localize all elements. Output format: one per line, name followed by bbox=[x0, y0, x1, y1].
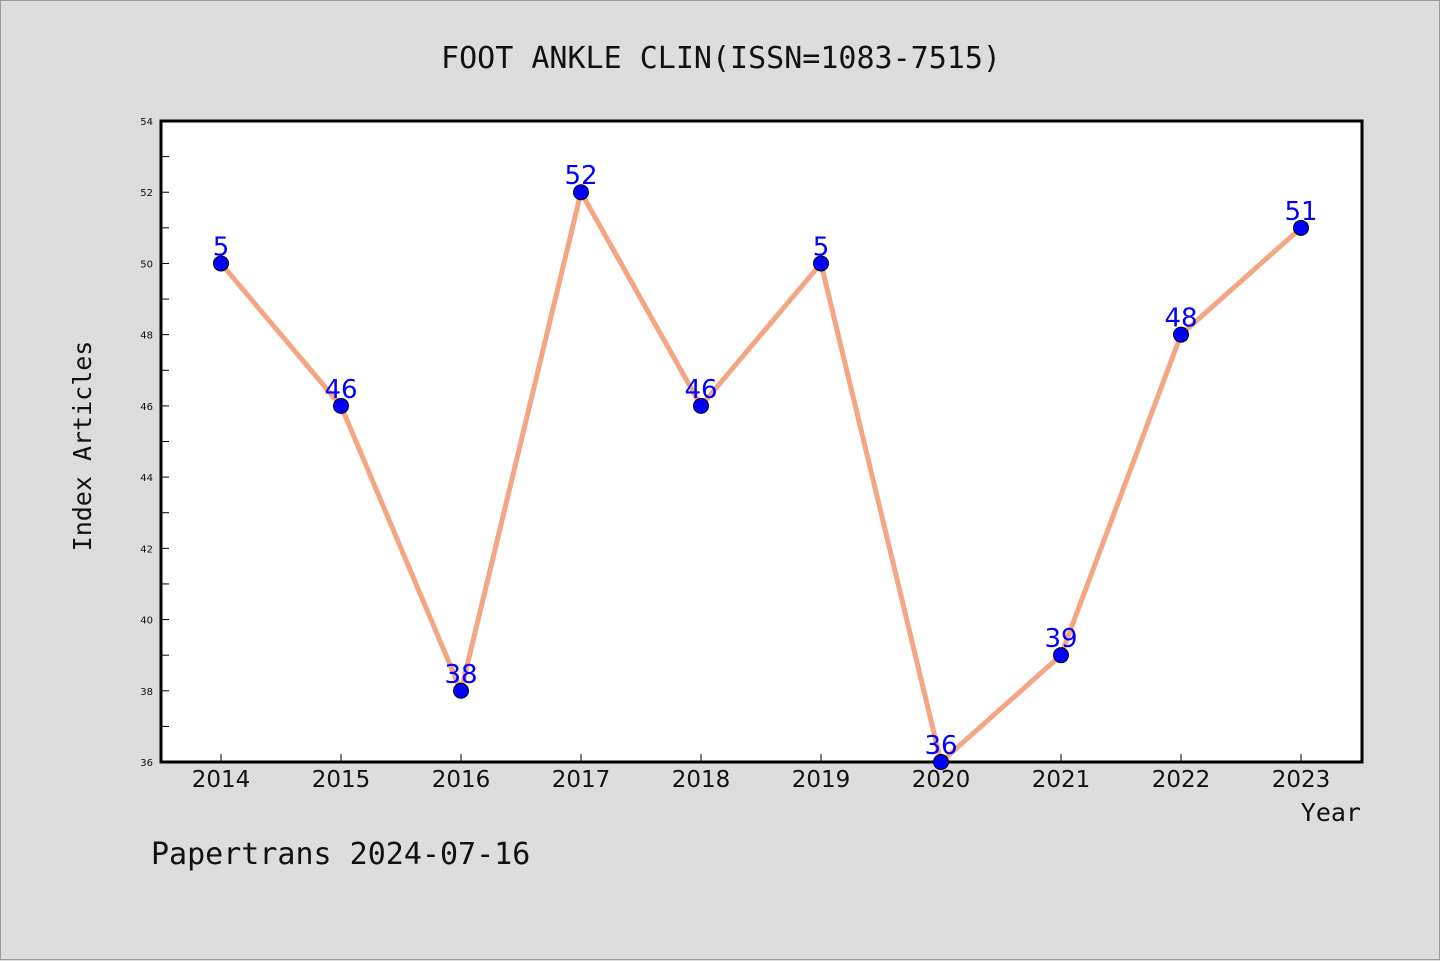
x-tick-label: 2015 bbox=[312, 767, 371, 793]
y-tick-label: 44 bbox=[140, 473, 153, 484]
x-tick-label: 2021 bbox=[1032, 767, 1091, 793]
data-label: 46 bbox=[684, 375, 717, 405]
y-tick-label: 42 bbox=[140, 544, 153, 555]
y-tick-label: 52 bbox=[140, 188, 153, 199]
data-point bbox=[333, 397, 349, 414]
data-label: 39 bbox=[1044, 624, 1077, 654]
data-label: 51 bbox=[1284, 197, 1317, 227]
x-tick-label: 2018 bbox=[672, 767, 731, 793]
y-tick-label: 36 bbox=[140, 758, 153, 769]
x-tick-label: 2022 bbox=[1152, 767, 1211, 793]
data-labels: 5 46 38 52 46 5 36 39 48 51 bbox=[213, 161, 1318, 761]
y-axis-label: Index Articles bbox=[68, 341, 97, 552]
data-point bbox=[1173, 326, 1189, 343]
x-tick-label: 2016 bbox=[432, 767, 491, 793]
footer-watermark: Papertrans 2024-07-16 bbox=[151, 837, 530, 872]
data-point bbox=[453, 682, 469, 699]
x-axis: 2014 2015 2016 2017 2018 2019 2020 2021 2022 2023 bbox=[192, 754, 1331, 793]
data-point bbox=[213, 255, 229, 272]
data-label: 52 bbox=[564, 161, 597, 191]
data-label: 5 bbox=[813, 232, 830, 262]
y-tick-label: 54 bbox=[140, 117, 153, 128]
data-point bbox=[933, 754, 949, 770]
x-axis-label: Year bbox=[1301, 798, 1361, 827]
data-markers bbox=[213, 184, 1309, 770]
data-label: 48 bbox=[1164, 304, 1197, 334]
data-point bbox=[573, 184, 589, 201]
data-point bbox=[1293, 219, 1309, 236]
data-label: 46 bbox=[324, 375, 357, 405]
chart-title: FOOT ANKLE CLIN(ISSN=1083-7515) bbox=[441, 41, 1001, 76]
x-tick-label: 2020 bbox=[912, 767, 971, 793]
series-line bbox=[218, 189, 1304, 765]
series-polyline bbox=[218, 189, 1304, 765]
data-label: 38 bbox=[444, 660, 477, 690]
data-point bbox=[813, 255, 829, 272]
y-tick-label: 38 bbox=[140, 687, 153, 698]
y-axis: 36 38 40 42 44 46 48 50 52 54 bbox=[140, 117, 169, 769]
x-tick-label: 2023 bbox=[1272, 767, 1331, 793]
x-tick-label: 2014 bbox=[192, 767, 251, 793]
y-tick-label: 48 bbox=[140, 331, 153, 342]
data-point bbox=[693, 397, 709, 414]
data-point bbox=[1053, 647, 1069, 664]
data-label: 5 bbox=[213, 232, 230, 262]
x-tick-label: 2019 bbox=[792, 767, 851, 793]
y-tick-label: 50 bbox=[140, 259, 153, 270]
y-tick-label: 40 bbox=[140, 616, 153, 627]
x-tick-label: 2017 bbox=[552, 767, 611, 793]
plot-area bbox=[159, 119, 1364, 764]
data-label: 36 bbox=[924, 731, 957, 761]
y-tick-label: 46 bbox=[140, 402, 153, 413]
